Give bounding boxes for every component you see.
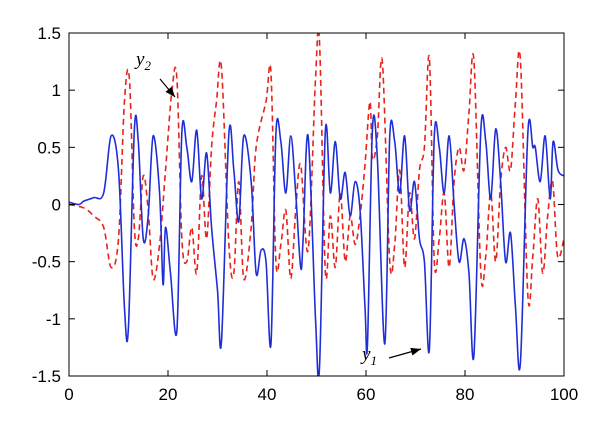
- plot-area: [69, 33, 564, 376]
- y-tick-label: -1.5: [32, 367, 61, 386]
- annotation-arrowhead-y1: [410, 347, 421, 356]
- x-tick-label: 0: [64, 385, 73, 404]
- annotations: y2 y1: [134, 49, 422, 368]
- y-tick-label: 1: [52, 81, 61, 100]
- annotation-y2: y2: [134, 49, 151, 73]
- y-tick-label: 1.5: [37, 24, 61, 43]
- y-tick-label: -1: [46, 310, 61, 329]
- series-line-y2: [69, 33, 564, 307]
- x-tick-label: 80: [456, 385, 475, 404]
- x-tick-label: 100: [550, 385, 578, 404]
- series-line-y1: [69, 113, 564, 376]
- annotation-y1: y1: [360, 344, 377, 368]
- x-tick-label: 20: [159, 385, 178, 404]
- y-tick-label: -0.5: [32, 253, 61, 272]
- annotation-arrowhead-y2: [165, 86, 175, 97]
- y-tick-label: 0.5: [37, 138, 61, 157]
- x-axis: 0 20 40 60 80 100: [64, 33, 578, 404]
- y-tick-label: 0: [52, 196, 61, 215]
- x-tick-label: 40: [258, 385, 277, 404]
- x-tick-label: 60: [357, 385, 376, 404]
- y-axis: 1.5 1 0.5 0 -0.5 -1 -1.5: [32, 24, 564, 386]
